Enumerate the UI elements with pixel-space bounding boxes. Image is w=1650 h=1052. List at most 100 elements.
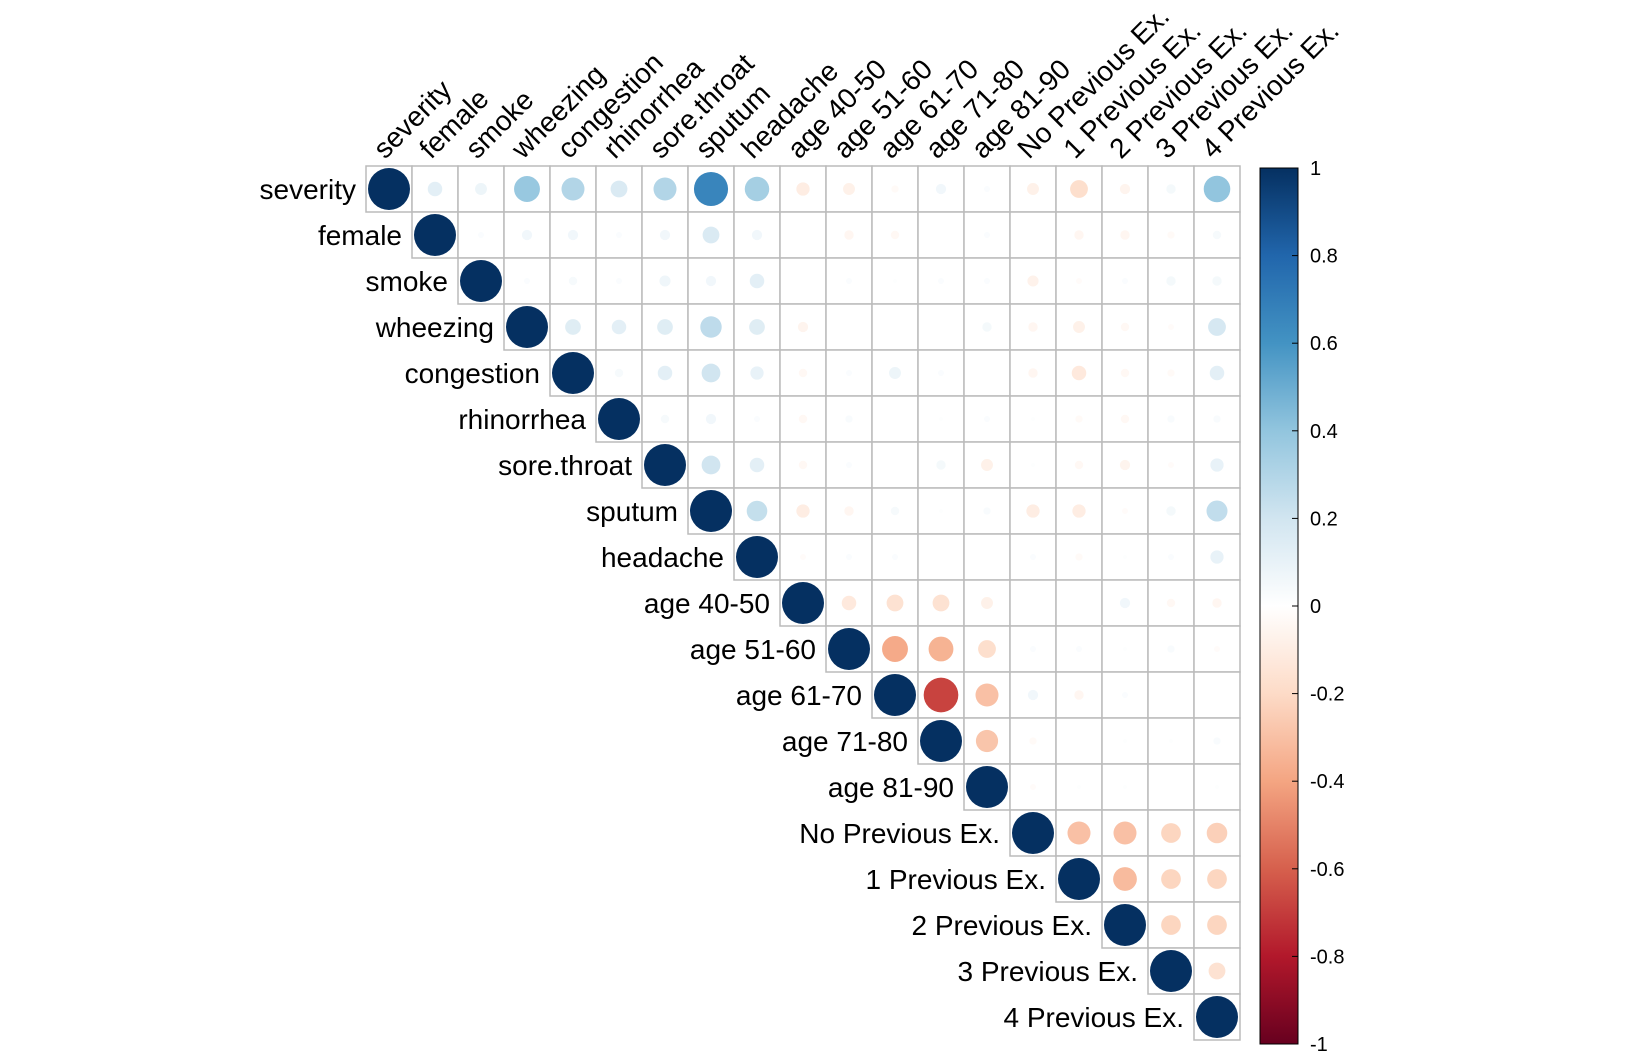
colorbar-tick-label: -0.4 [1310, 771, 1344, 793]
correlation-circle [978, 640, 996, 658]
row-labels: severity female smoke wheezing congestion rhi… [260, 174, 1184, 1033]
correlation-circle [1073, 321, 1085, 333]
correlation-circle [506, 306, 548, 348]
correlation-circle [1122, 554, 1128, 560]
colorbar-tick-label: 0.6 [1310, 333, 1338, 355]
correlation-circle [1208, 962, 1226, 980]
matrix-cell [1147, 671, 1195, 719]
correlation-circle [1166, 276, 1176, 286]
colorbar-legend: 1 0.8 0.6 0.4 0.2 0 -0.2 -0.4 -0.6 -0.8 -1 [1259, 158, 1344, 1052]
correlation-circle [938, 416, 944, 422]
correlation-circle [1029, 737, 1037, 745]
colorbar-tick-label: 0.2 [1310, 508, 1338, 530]
row-label: 1 Previous Ex. [865, 864, 1046, 895]
correlation-circle [1122, 278, 1128, 284]
row-label: age 71-80 [782, 726, 908, 757]
correlation-circle [1161, 915, 1181, 935]
correlation-circle [1212, 276, 1222, 286]
correlation-circle [845, 415, 853, 423]
matrix-cell [917, 533, 965, 581]
colorbar-tick-label: -1 [1310, 1034, 1328, 1052]
matrix-cell [917, 211, 965, 259]
correlation-circle [882, 636, 908, 662]
correlation-circle [846, 462, 852, 468]
correlation-circle [1213, 415, 1221, 423]
matrix-cell [1147, 763, 1195, 811]
row-label: 4 Previous Ex. [1003, 1002, 1184, 1033]
correlation-circle [1207, 915, 1227, 935]
matrix-cell [1009, 211, 1057, 259]
correlation-circle [1074, 460, 1084, 470]
correlation-circle [1206, 500, 1228, 522]
correlation-circle [475, 183, 487, 195]
matrix-cell [963, 533, 1011, 581]
correlation-circle [1122, 646, 1128, 652]
correlation-circle [886, 594, 904, 612]
correlation-circle [1213, 737, 1221, 745]
correlation-circle [610, 180, 628, 198]
correlation-circle [705, 413, 717, 425]
correlation-circle [1027, 275, 1039, 287]
correlation-circle [552, 352, 594, 394]
correlation-circle [749, 273, 765, 289]
correlation-circle [844, 230, 854, 240]
correlation-circle [751, 229, 763, 241]
correlation-circle [1012, 812, 1054, 854]
correlation-circle [414, 214, 456, 256]
correlation-circle [1030, 646, 1036, 652]
correlation-circle [460, 260, 502, 302]
correlation-circle [1210, 458, 1224, 472]
correlation-circle [659, 275, 671, 287]
correlation-circle [1028, 322, 1038, 332]
correlation-circle [984, 232, 990, 238]
correlation-circle [1028, 368, 1038, 378]
matrix-cell [1147, 809, 1195, 857]
correlation-circle [1071, 365, 1087, 381]
correlation-circle [1030, 554, 1036, 560]
correlation-circle [1168, 738, 1174, 744]
correlation-circle [1119, 459, 1131, 471]
correlation-circle [598, 398, 640, 440]
colorbar-tick-label: 1 [1310, 158, 1321, 180]
colorbar-tick-label: -0.2 [1310, 684, 1344, 706]
matrix-cell [917, 303, 965, 351]
correlation-circle [923, 677, 959, 713]
correlation-circle [657, 365, 673, 381]
matrix-cell [871, 303, 919, 351]
correlation-circle [1120, 368, 1130, 378]
correlation-circle [874, 674, 916, 716]
correlation-circle [841, 595, 857, 611]
correlation-circle [1208, 318, 1226, 336]
correlation-circle [938, 370, 944, 376]
correlation-circle [614, 368, 624, 378]
row-label: wheezing [375, 312, 494, 343]
correlation-circle [1026, 504, 1040, 518]
matrix-cell [1009, 579, 1057, 627]
matrix-cell [779, 257, 827, 305]
correlation-circle [846, 370, 852, 376]
colorbar-tick-label: -0.6 [1310, 859, 1344, 881]
correlation-circle [890, 506, 900, 516]
row-label: age 61-70 [736, 680, 862, 711]
correlation-circle [892, 278, 898, 284]
correlation-circle [1212, 230, 1222, 240]
correlation-circle [701, 363, 721, 383]
matrix-cell [1193, 671, 1241, 719]
colorbar-tick-label: 0.4 [1310, 421, 1338, 443]
correlation-circle [1075, 415, 1083, 423]
matrix-cell [871, 441, 919, 489]
correlation-circle [800, 554, 806, 560]
correlation-circle [1161, 823, 1181, 843]
correlation-circle [561, 177, 585, 201]
row-label: smoke [366, 266, 448, 297]
correlation-circle [975, 683, 999, 707]
colorbar-tick-label: 0.8 [1310, 246, 1338, 268]
correlation-circle [1122, 738, 1128, 744]
correlation-circle [892, 554, 898, 560]
correlation-circle [1167, 369, 1175, 377]
correlation-circle [568, 276, 578, 286]
matrix-cell [963, 165, 1011, 213]
row-label: age 51-60 [690, 634, 816, 665]
correlation-circle [644, 444, 686, 486]
correlation-circle [928, 636, 954, 662]
